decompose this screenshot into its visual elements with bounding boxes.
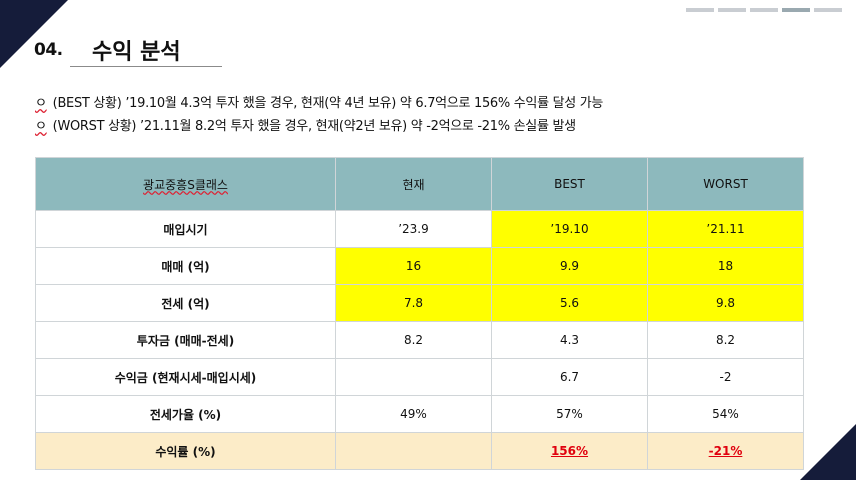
profit-analysis-table: 광교중흥S클래스 현재 BEST WORST 매입시기 ’23.9 ’19.10…: [35, 157, 804, 470]
best-return-value: 156%: [550, 444, 589, 458]
table-row: 매매 (억) 16 9.9 18: [35, 247, 804, 285]
table-header-row: 광교중흥S클래스 현재 BEST WORST: [35, 157, 804, 211]
slide-number: 04.: [34, 40, 63, 60]
header-property: 광교중흥S클래스: [35, 157, 336, 211]
pager-dot-4-active[interactable]: [782, 8, 810, 12]
row-label: 매매 (억): [35, 247, 336, 285]
corner-decoration-bottom-right: [800, 424, 856, 480]
cell-best: 9.9: [491, 247, 648, 285]
cell-best: 57%: [491, 395, 648, 433]
cell-worst: 9.8: [647, 284, 804, 322]
pager-dot-3[interactable]: [750, 8, 778, 12]
cell-worst: -2: [647, 358, 804, 396]
cell-current: 8.2: [335, 321, 492, 359]
pager-dot-1[interactable]: [686, 8, 714, 12]
worst-return-value: -21%: [708, 444, 743, 458]
cell-best: 156%: [491, 432, 648, 470]
cell-worst: ’21.11: [647, 210, 804, 248]
cell-current: [335, 432, 492, 470]
bullet-worst: ㅇ (WORST 상황) ’21.11월 8.2억 투자 했을 경우, 현재(약2…: [35, 115, 603, 138]
cell-best: 6.7: [491, 358, 648, 396]
cell-worst: -21%: [647, 432, 804, 470]
table-row: 전세 (억) 7.8 5.6 9.8: [35, 284, 804, 322]
row-label: 전세가율 (%): [35, 395, 336, 433]
row-label: 투자금 (매매-전세): [35, 321, 336, 359]
pager-dot-5[interactable]: [814, 8, 842, 12]
bullet-marker: ㅇ: [35, 119, 47, 134]
title-underline: [70, 66, 222, 67]
slide-title: 수익 분석: [92, 40, 181, 65]
table-row: 수익금 (현재시세-매입시세) 6.7 -2: [35, 358, 804, 396]
row-label: 수익금 (현재시세-매입시세): [35, 358, 336, 396]
header-current: 현재: [335, 157, 492, 211]
row-label: 매입시기: [35, 210, 336, 248]
cell-current: [335, 358, 492, 396]
header-best: BEST: [491, 157, 648, 211]
cell-worst: 18: [647, 247, 804, 285]
cell-best: ’19.10: [491, 210, 648, 248]
cell-best: 4.3: [491, 321, 648, 359]
bullet-text: (WORST 상황) ’21.11월 8.2억 투자 했을 경우, 현재(약2년…: [52, 119, 576, 134]
table-row: 매입시기 ’23.9 ’19.10 ’21.11: [35, 210, 804, 248]
table-row: 전세가율 (%) 49% 57% 54%: [35, 395, 804, 433]
table-row-summary: 수익률 (%) 156% -21%: [35, 432, 804, 470]
cell-current: 16: [335, 247, 492, 285]
summary-bullets: ㅇ (BEST 상황) ’19.10월 4.3억 투자 했을 경우, 현재(약 4…: [35, 92, 603, 138]
row-label: 전세 (억): [35, 284, 336, 322]
bullet-marker: ㅇ: [35, 96, 47, 111]
row-label: 수익률 (%): [35, 432, 336, 470]
pager-dot-2[interactable]: [718, 8, 746, 12]
bullet-best: ㅇ (BEST 상황) ’19.10월 4.3억 투자 했을 경우, 현재(약 4…: [35, 92, 603, 115]
cell-worst: 8.2: [647, 321, 804, 359]
bullet-text: (BEST 상황) ’19.10월 4.3억 투자 했을 경우, 현재(약 4년…: [52, 96, 604, 111]
cell-current: 49%: [335, 395, 492, 433]
slide-pager: [686, 8, 842, 12]
cell-current: ’23.9: [335, 210, 492, 248]
header-worst: WORST: [647, 157, 804, 211]
corner-decoration-top-left: [0, 0, 68, 68]
table-row: 투자금 (매매-전세) 8.2 4.3 8.2: [35, 321, 804, 359]
cell-current: 7.8: [335, 284, 492, 322]
cell-best: 5.6: [491, 284, 648, 322]
cell-worst: 54%: [647, 395, 804, 433]
